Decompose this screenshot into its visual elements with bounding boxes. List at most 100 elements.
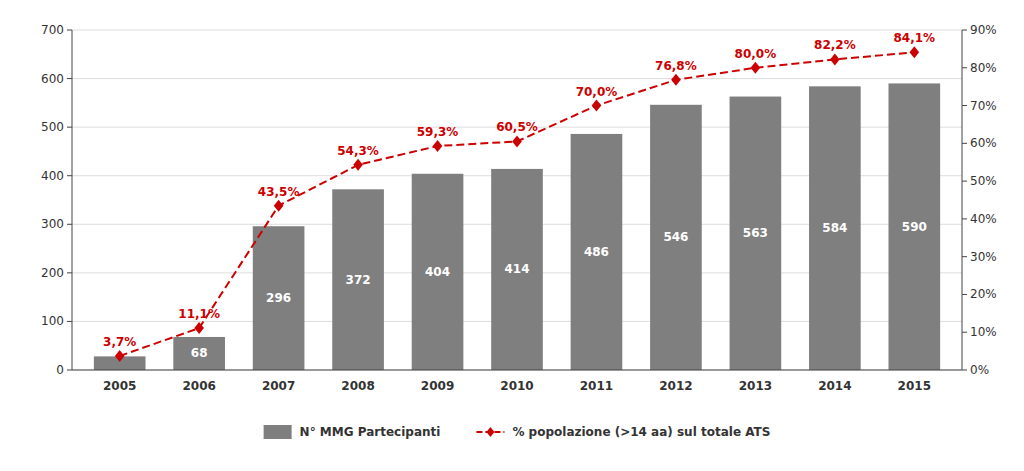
- marker: [433, 140, 443, 152]
- y-tick: [67, 78, 72, 79]
- marker: [592, 100, 602, 112]
- y-tick-label: 400: [41, 169, 64, 183]
- legend-label: N° MMG Partecipanti: [300, 425, 441, 439]
- marker: [830, 53, 840, 65]
- y-tick: [67, 127, 72, 128]
- y2-tick-label: 10%: [970, 325, 997, 339]
- y2-tick-label: 60%: [970, 136, 997, 150]
- y-tick-label: 200: [41, 266, 64, 280]
- y2-tick: [962, 370, 967, 371]
- y2-tick: [962, 294, 967, 295]
- bar-label: 590: [902, 220, 927, 234]
- y2-tick: [962, 332, 967, 333]
- point-label: 84,1%: [894, 31, 936, 45]
- line: [120, 52, 915, 356]
- legend-label: % popolazione (>14 aa) sul totale ATS: [512, 425, 770, 439]
- y-tick-label: 100: [41, 314, 64, 328]
- legend: N° MMG Partecipanti % popolazione (>14 aa…: [264, 425, 771, 439]
- bar: [332, 189, 384, 370]
- marker: [512, 135, 522, 147]
- y-tick: [67, 175, 72, 176]
- y2-axis-line: [962, 30, 963, 370]
- x-tick-label: 2009: [421, 379, 454, 393]
- bar-label: 414: [504, 262, 529, 276]
- y2-tick-label: 70%: [970, 99, 997, 113]
- x-tick-label: 2006: [182, 379, 215, 393]
- y-tick-label: 0: [56, 363, 64, 377]
- point-label: 3,7%: [103, 335, 136, 349]
- marker: [910, 46, 920, 58]
- bar-label: 563: [743, 226, 768, 240]
- bar-label: 372: [346, 273, 371, 287]
- x-axis-line: [72, 370, 962, 371]
- x-tick-label: 2013: [739, 379, 772, 393]
- bar: [173, 337, 225, 370]
- bar-label: 68: [191, 346, 208, 360]
- y2-tick: [962, 143, 967, 144]
- y-tick-label: 700: [41, 23, 64, 37]
- bar: [730, 97, 782, 370]
- y2-tick-label: 0%: [970, 363, 989, 377]
- x-tick-label: 2014: [818, 379, 851, 393]
- y2-tick-label: 80%: [970, 61, 997, 75]
- y2-tick: [962, 218, 967, 219]
- marker: [115, 350, 125, 362]
- x-tick-label: 2007: [262, 379, 295, 393]
- y-tick-label: 600: [41, 72, 64, 86]
- x-tick-label: 2011: [580, 379, 613, 393]
- point-label: 70,0%: [576, 85, 618, 99]
- grid-line: [72, 370, 962, 371]
- marker: [353, 159, 363, 171]
- y2-tick: [962, 181, 967, 182]
- bar-label: 486: [584, 245, 609, 259]
- axes: 0 100 200 300 400 500 600 700 0% 10% 20% 30% 40% 50% 6…: [41, 23, 997, 393]
- marker: [671, 74, 681, 86]
- bar: [888, 83, 940, 370]
- marker: [194, 322, 204, 334]
- y2-tick-label: 40%: [970, 212, 997, 226]
- y2-tick: [962, 256, 967, 257]
- x-tick-label: 2015: [898, 379, 931, 393]
- y-tick: [67, 272, 72, 273]
- y-tick: [67, 30, 72, 31]
- marker: [751, 62, 761, 74]
- point-label: 60,5%: [496, 120, 538, 134]
- grid: [72, 30, 962, 370]
- bar: [253, 226, 305, 370]
- y-tick: [67, 224, 72, 225]
- x-tick-label: 2012: [659, 379, 692, 393]
- bar: [650, 105, 702, 370]
- legend-swatch: [264, 425, 292, 439]
- y-tick-label: 500: [41, 120, 64, 134]
- plot-data: [94, 46, 940, 370]
- y-axis-line: [72, 30, 73, 370]
- bar-label: 296: [266, 291, 291, 305]
- y2-tick: [962, 67, 967, 68]
- y-tick-label: 300: [41, 217, 64, 231]
- point-label: 82,2%: [814, 38, 856, 52]
- bar: [412, 174, 464, 370]
- y2-tick-label: 30%: [970, 250, 997, 264]
- x-tick-label: 2010: [500, 379, 533, 393]
- y2-tick-label: 20%: [970, 287, 997, 301]
- y2-tick-label: 50%: [970, 174, 997, 188]
- y2-tick-label: 90%: [970, 23, 997, 37]
- legend-marker: [486, 427, 494, 437]
- point-label: 80,0%: [735, 47, 777, 61]
- y2-tick: [962, 105, 967, 106]
- x-tick-label: 2008: [341, 379, 374, 393]
- point-label: 11,1%: [178, 307, 220, 321]
- legend-item: % popolazione (>14 aa) sul totale ATS: [476, 425, 770, 439]
- bar: [571, 134, 623, 370]
- marker: [274, 200, 284, 212]
- bar-label: 546: [663, 230, 688, 244]
- bar-label: 584: [822, 221, 847, 235]
- point-label: 54,3%: [337, 144, 379, 158]
- bar: [809, 86, 861, 370]
- data-labels: 682963724044144865465635845903,7%11,1%43…: [103, 31, 935, 360]
- point-label: 43,5%: [258, 185, 300, 199]
- y-tick: [67, 370, 72, 371]
- x-tick-label: 2005: [103, 379, 136, 393]
- chart: 682963724044144865465635845903,7%11,1%43…: [0, 0, 1024, 471]
- point-label: 76,8%: [655, 59, 697, 73]
